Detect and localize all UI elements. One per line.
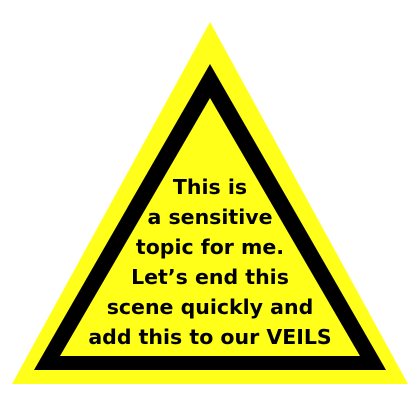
sign-message-line: This is	[172, 175, 248, 199]
sign-message-line: add this to our VEILS	[88, 325, 332, 349]
triangle-inner-yellow	[60, 98, 360, 356]
sign-message-line: a sensitive	[147, 205, 273, 229]
sign-message-line: scene quickly and	[106, 295, 314, 319]
sign-message-line: topic for me.	[135, 235, 285, 259]
sign-message: This is a sensitive topic for me. Let’s …	[60, 172, 360, 352]
sign-message-line: Let’s end this	[131, 265, 289, 289]
